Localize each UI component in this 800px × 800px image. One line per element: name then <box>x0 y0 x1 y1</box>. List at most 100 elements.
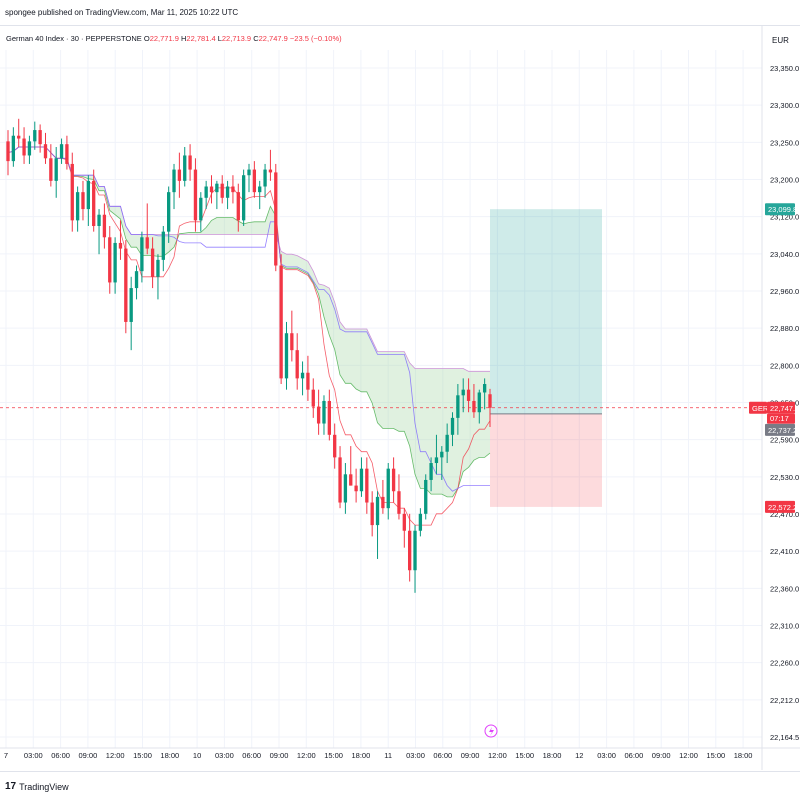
candle-body[interactable] <box>386 468 390 509</box>
candle-body[interactable] <box>49 158 53 181</box>
candle-body[interactable] <box>177 169 182 181</box>
candle-body[interactable] <box>86 180 90 210</box>
candle-body[interactable] <box>306 372 310 390</box>
candle-body[interactable] <box>97 214 101 227</box>
candle-body[interactable] <box>220 183 224 198</box>
candle-body[interactable] <box>252 169 257 193</box>
candle-body[interactable] <box>6 141 10 162</box>
candle-body[interactable] <box>370 502 374 526</box>
candle-body[interactable] <box>365 468 369 503</box>
candle-body[interactable] <box>199 197 203 221</box>
candle-body[interactable] <box>322 400 326 424</box>
candle-body[interactable] <box>290 333 294 351</box>
candle-body[interactable] <box>118 242 123 249</box>
candle-body[interactable] <box>397 491 401 514</box>
tradingview-brand[interactable]: 17 TradingView <box>5 781 69 792</box>
candle-body[interactable] <box>300 372 305 379</box>
candle-body[interactable] <box>70 163 74 221</box>
candle-body[interactable] <box>450 417 455 435</box>
candle-body[interactable] <box>54 158 58 181</box>
candle-body[interactable] <box>161 231 165 260</box>
candle-body[interactable] <box>472 400 476 413</box>
candle-body[interactable] <box>338 457 342 503</box>
candle-body[interactable] <box>488 394 492 408</box>
candle-body[interactable] <box>402 513 406 531</box>
candle-body[interactable] <box>279 265 283 379</box>
candle-body[interactable] <box>102 214 107 238</box>
candle-body[interactable] <box>429 463 433 480</box>
candle-body[interactable] <box>17 135 21 139</box>
candle-body[interactable] <box>188 155 192 170</box>
candle-body[interactable] <box>381 496 385 509</box>
candle-body[interactable] <box>209 186 214 193</box>
candle-body[interactable] <box>418 513 423 531</box>
candle-body[interactable] <box>92 180 96 227</box>
candle-body[interactable] <box>150 248 155 277</box>
candle-body[interactable] <box>124 248 128 322</box>
candle-body[interactable] <box>27 141 32 156</box>
candle-body[interactable] <box>241 175 246 221</box>
long-position-tool[interactable] <box>0 209 762 507</box>
candle-body[interactable] <box>11 135 16 162</box>
price-axis[interactable]: 23,350.0 23,300.0 23,250.0 23,200.0 23,120.0… <box>761 26 799 770</box>
candle-body[interactable] <box>424 479 428 514</box>
candle-body[interactable] <box>215 183 219 193</box>
candle-body[interactable] <box>75 192 80 221</box>
candle-body[interactable] <box>461 389 465 396</box>
candle-body[interactable] <box>295 350 299 379</box>
candle-body[interactable] <box>183 155 187 181</box>
candle-body[interactable] <box>225 186 230 198</box>
candle-body[interactable] <box>33 130 37 142</box>
candle-body[interactable] <box>354 485 358 492</box>
candle-body[interactable] <box>129 288 133 322</box>
candle-body[interactable] <box>59 144 64 159</box>
candle-body[interactable] <box>204 186 208 198</box>
candle-body[interactable] <box>482 384 487 393</box>
candle-body[interactable] <box>167 192 171 232</box>
candle-body[interactable] <box>258 186 262 193</box>
candle-body[interactable] <box>38 130 42 145</box>
candle-body[interactable] <box>408 530 412 571</box>
candle-body[interactable] <box>172 169 176 193</box>
candle-body[interactable] <box>466 389 471 401</box>
candle-body[interactable] <box>43 144 48 159</box>
candle-body[interactable] <box>134 271 139 289</box>
candle-body[interactable] <box>113 242 117 283</box>
candles[interactable] <box>6 118 492 593</box>
currency-label[interactable]: EUR <box>772 36 789 45</box>
candle-body[interactable] <box>391 468 396 492</box>
candle-body[interactable] <box>333 434 337 458</box>
candle-body[interactable] <box>140 237 144 272</box>
candle-body[interactable] <box>456 395 460 418</box>
candle-body[interactable] <box>193 169 198 221</box>
candle-body[interactable] <box>284 333 289 379</box>
candle-body[interactable] <box>65 144 69 164</box>
candle-body[interactable] <box>145 237 149 249</box>
candle-body[interactable] <box>434 457 439 464</box>
candle-body[interactable] <box>359 468 364 492</box>
candle-body[interactable] <box>81 192 85 210</box>
candle-body[interactable] <box>327 400 331 435</box>
profit-zone[interactable] <box>490 209 602 414</box>
candle-body[interactable] <box>108 237 112 283</box>
candle-body[interactable] <box>22 138 26 156</box>
candle-body[interactable] <box>247 169 251 176</box>
candle-body[interactable] <box>445 434 449 452</box>
candle-body[interactable] <box>274 172 278 266</box>
candle-body[interactable] <box>440 451 444 458</box>
candle-body[interactable] <box>413 530 417 571</box>
stop-zone[interactable] <box>490 413 602 507</box>
candle-body[interactable] <box>349 474 353 486</box>
candle-body[interactable] <box>311 389 315 407</box>
candle-body[interactable] <box>375 496 380 526</box>
candle-body[interactable] <box>156 259 160 277</box>
candle-body[interactable] <box>316 406 321 424</box>
candle-body[interactable] <box>343 474 348 503</box>
candle-body[interactable] <box>477 392 481 413</box>
candle-body[interactable] <box>263 169 267 187</box>
candle-body[interactable] <box>231 186 235 193</box>
time-axis[interactable]: 7 03:00 06:00 09:00 12:00 15:00 18:00 10 03:00 06… <box>0 747 800 760</box>
candle-body[interactable] <box>268 169 273 173</box>
candle-body[interactable] <box>236 192 240 221</box>
